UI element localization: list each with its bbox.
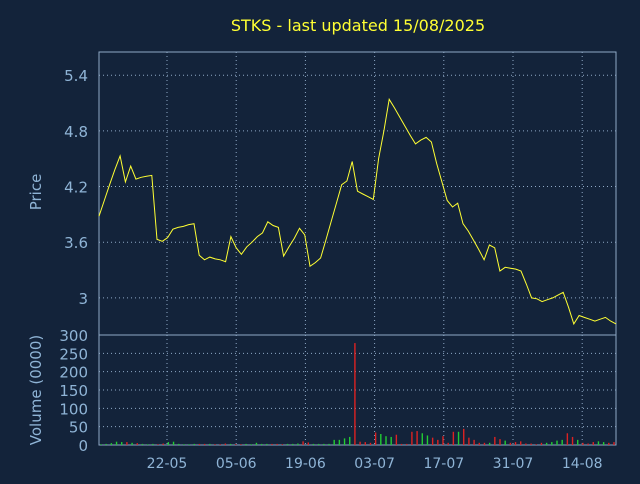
price-tick-label: 4.8 <box>64 123 88 141</box>
price-tick-label: 4.2 <box>64 179 88 197</box>
plot-layer: 22-05 05-06 19-06 03-07 17-07 31-07 14-08 5.4 4.… <box>59 51 617 472</box>
price-panel-frame <box>98 51 617 336</box>
x-tick-label: 03-07 <box>354 456 395 472</box>
price-line <box>98 97 617 326</box>
volume-panel-frame <box>98 334 617 446</box>
volume-tick-label: 100 <box>59 400 88 418</box>
volume-tick-label: 50 <box>69 419 88 437</box>
x-tick-label: 14-08 <box>562 456 603 472</box>
volume-tick-label: 300 <box>59 327 88 345</box>
volume-tick-label: 150 <box>59 382 88 400</box>
x-tick-label: 22-05 <box>147 456 188 472</box>
volume-tick-label: 0 <box>78 437 88 455</box>
volume-tick-label: 250 <box>59 345 88 363</box>
x-tick-label: 19-06 <box>285 456 326 472</box>
price-tick-label: 3.6 <box>64 234 88 252</box>
chart-title: STKS - last updated 15/08/2025 <box>231 16 485 35</box>
price-tick-label: 3 <box>78 290 88 308</box>
x-tick-label: 31-07 <box>493 456 534 472</box>
volume-axis-label: Volume (0000) <box>27 335 45 445</box>
volume-tick-label: 200 <box>59 364 88 382</box>
price-axis-label: Price <box>27 174 45 211</box>
price-tick-label: 5.4 <box>64 67 88 85</box>
x-tick-label: 05-06 <box>216 456 257 472</box>
x-tick-label: 17-07 <box>423 456 464 472</box>
